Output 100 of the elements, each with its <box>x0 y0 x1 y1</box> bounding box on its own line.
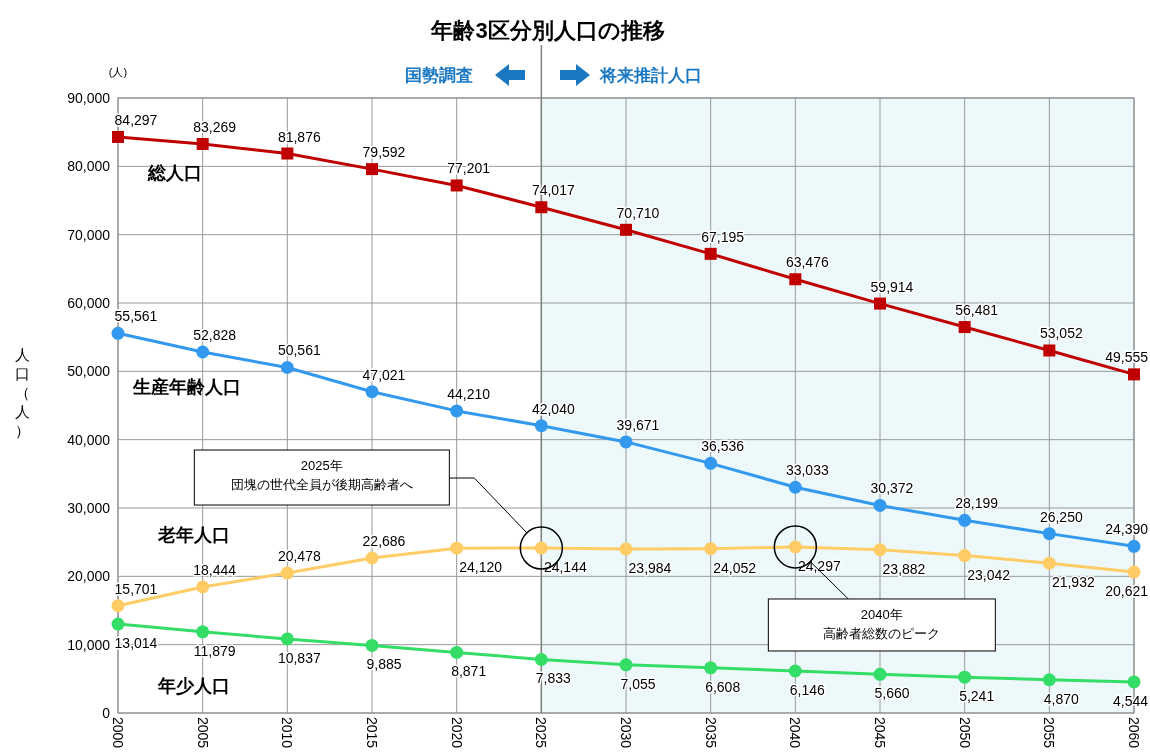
data-label: 53,052 <box>1039 325 1083 342</box>
data-label: 47,021 <box>362 366 406 383</box>
point <box>365 638 379 652</box>
data-label: 84,297 <box>114 111 158 128</box>
annotation: 2040年 <box>860 606 903 622</box>
data-label: 9,885 <box>366 656 402 673</box>
y-tick-label: 60,000 <box>67 295 111 311</box>
data-label: 24,052 <box>713 559 757 576</box>
point <box>1042 527 1056 541</box>
data-label: 5,241 <box>959 688 995 705</box>
data-label: 11,879 <box>193 642 236 659</box>
data-label: 20,478 <box>277 548 321 565</box>
data-label: 30,372 <box>870 480 914 497</box>
point <box>704 542 718 556</box>
point <box>111 326 125 340</box>
point <box>788 664 802 678</box>
data-label: 7,833 <box>535 670 572 687</box>
series-label: 生産年齢人口 <box>132 377 241 398</box>
data-label: 55,561 <box>114 308 158 325</box>
point <box>620 223 632 236</box>
data-label: 24,120 <box>459 559 503 576</box>
data-label: 74,017 <box>531 182 575 199</box>
point <box>196 625 210 639</box>
data-label: 49,555 <box>1105 349 1149 366</box>
band-label: 将来推計人口 <box>599 66 702 85</box>
point <box>619 435 633 449</box>
y-tick-label: 90,000 <box>67 90 111 106</box>
x-tick-label: 2020 <box>448 717 465 749</box>
point <box>112 130 124 143</box>
annotation: 団塊の世代全員が後期高齢者へ <box>230 477 413 493</box>
data-label: 21,932 <box>1051 574 1095 591</box>
point <box>280 632 294 646</box>
data-label: 56,481 <box>955 302 999 319</box>
point <box>1127 539 1141 553</box>
data-label: 7,055 <box>620 675 656 692</box>
point <box>280 361 294 374</box>
data-label: 15,701 <box>114 580 158 597</box>
point <box>1042 556 1056 570</box>
x-tick-label: 2045 <box>872 717 888 749</box>
data-label: 23,984 <box>628 560 672 577</box>
x-tick-label: 2035 <box>702 717 719 749</box>
data-label: 67,195 <box>701 228 745 245</box>
point <box>958 321 971 334</box>
y-tick-label: 10,000 <box>67 636 111 653</box>
x-tick-label: 2015 <box>364 717 380 749</box>
x-tick-label: 2055 <box>1041 717 1058 749</box>
point <box>280 566 294 580</box>
point <box>873 543 887 557</box>
data-label: 4,870 <box>1043 690 1080 707</box>
data-label: 20,621 <box>1105 583 1149 600</box>
data-label: 8,871 <box>451 663 487 680</box>
data-label: 6,608 <box>705 678 741 695</box>
data-label: 23,882 <box>882 560 926 577</box>
data-label: 81,876 <box>277 128 321 145</box>
y-tick-label: 40,000 <box>67 431 111 448</box>
point <box>111 617 125 631</box>
point <box>704 456 718 470</box>
point <box>1042 673 1056 687</box>
data-label: 44,210 <box>447 385 491 402</box>
x-tick-label: 2025 <box>533 717 550 749</box>
point <box>365 385 379 399</box>
point <box>619 658 633 672</box>
data-label: 24,144 <box>543 559 587 576</box>
series-label: 総人口 <box>147 162 202 183</box>
text: 国勢調査 <box>405 66 473 85</box>
point <box>196 580 210 594</box>
data-label: 39,671 <box>616 416 660 433</box>
data-label: 13,014 <box>114 635 158 652</box>
point <box>873 667 887 681</box>
chart-title: 年齢3区分別人口の推移 <box>430 18 665 43</box>
y-tick-label: 0 <box>102 705 111 721</box>
text: 年少人口 <box>157 676 230 697</box>
point <box>450 404 464 418</box>
data-label: 63,476 <box>785 254 829 271</box>
x-tick-label: 2060 <box>1126 717 1142 749</box>
point <box>619 542 633 556</box>
point <box>450 541 464 555</box>
point <box>958 513 972 527</box>
point <box>111 599 125 613</box>
point <box>1127 675 1141 689</box>
point <box>788 480 802 494</box>
y-axis-title: 人口（人） <box>14 346 30 439</box>
data-label: 36,536 <box>701 438 745 455</box>
point <box>704 247 717 260</box>
point <box>1127 565 1141 579</box>
y-tick-label: 30,000 <box>67 500 111 516</box>
data-label: 79,592 <box>362 144 406 161</box>
data-label: 10,837 <box>277 649 321 666</box>
annotation: 高齢者総数のピーク <box>823 625 941 641</box>
x-tick-label: 2000 <box>110 717 126 749</box>
data-label: 59,914 <box>870 278 914 295</box>
data-label: 18,444 <box>193 561 237 578</box>
data-label: 24,390 <box>1105 521 1149 538</box>
y-tick-label: 20,000 <box>67 568 111 585</box>
data-label: 83,269 <box>193 119 237 135</box>
x-tick-label: 2050 <box>956 717 973 749</box>
data-label: 70,710 <box>616 204 660 221</box>
data-label: 6,146 <box>789 682 826 698</box>
y-tick-label: 80,000 <box>67 158 111 175</box>
point <box>281 147 294 160</box>
